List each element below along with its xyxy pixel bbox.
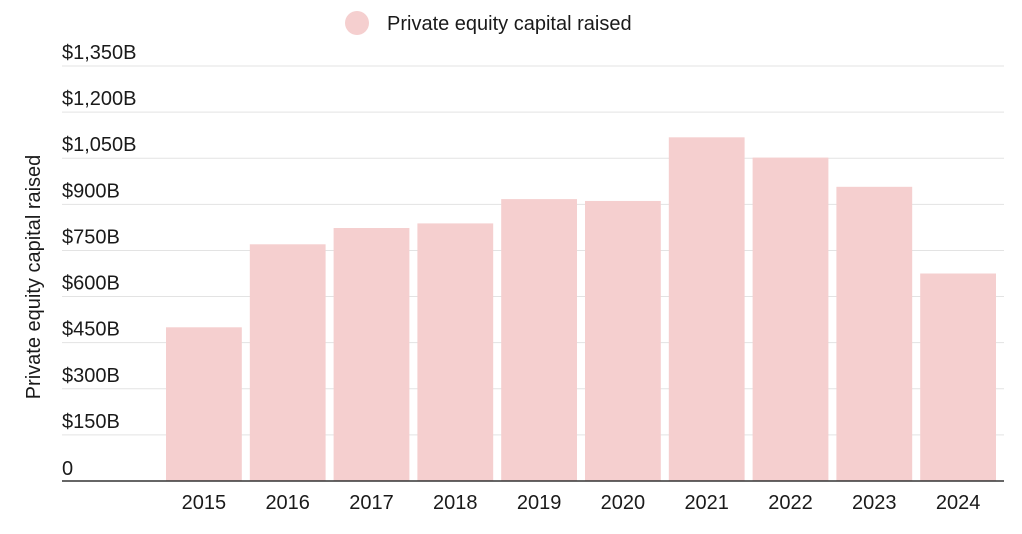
y-tick-labels: 0 $150B $300B $450B $600B $750B $900B $1,050B $1… bbox=[62, 42, 137, 480]
bar bbox=[668, 137, 745, 481]
y-tick-label: $900B bbox=[62, 180, 120, 202]
bar bbox=[920, 273, 996, 481]
bar bbox=[501, 199, 577, 481]
x-tick-label: 2016 bbox=[265, 492, 310, 514]
x-tick-labels: 2015 2016 2017 2018 2019 2020 2021 2022 2023 2024 bbox=[182, 492, 981, 514]
y-tick-label: 0 bbox=[62, 458, 73, 480]
y-tick-label: $750B bbox=[62, 226, 120, 248]
x-tick-label: 2021 bbox=[684, 492, 729, 514]
x-tick-label: 2024 bbox=[936, 492, 981, 514]
bar bbox=[249, 244, 326, 481]
x-tick-label: 2020 bbox=[601, 492, 646, 514]
bar bbox=[585, 200, 661, 482]
x-tick-label: 2018 bbox=[433, 492, 478, 514]
y-tick-label: $600B bbox=[62, 273, 120, 295]
bar bbox=[417, 223, 494, 482]
x-tick-label: 2015 bbox=[182, 492, 227, 514]
y-tick-label: $1,050B bbox=[62, 134, 137, 156]
legend-label: Private equity capital raised bbox=[387, 13, 632, 35]
y-tick-label: $450B bbox=[62, 319, 120, 341]
bars bbox=[166, 137, 996, 482]
legend: Private equity capital raised bbox=[345, 11, 632, 35]
bar bbox=[752, 157, 829, 481]
x-tick-label: 2019 bbox=[517, 492, 562, 514]
y-tick-label: $1,350B bbox=[62, 42, 137, 64]
bar bbox=[166, 327, 242, 481]
x-tick-label: 2017 bbox=[349, 492, 394, 514]
bar bbox=[836, 186, 913, 482]
y-tick-label: $150B bbox=[62, 411, 120, 433]
y-tick-label: $300B bbox=[62, 365, 120, 387]
legend-swatch bbox=[345, 11, 369, 35]
x-tick-label: 2022 bbox=[768, 492, 813, 514]
y-axis-label: Private equity capital raised bbox=[23, 155, 45, 400]
x-tick-label: 2023 bbox=[852, 492, 897, 514]
y-tick-label: $1,200B bbox=[62, 88, 137, 110]
bar bbox=[333, 228, 410, 481]
